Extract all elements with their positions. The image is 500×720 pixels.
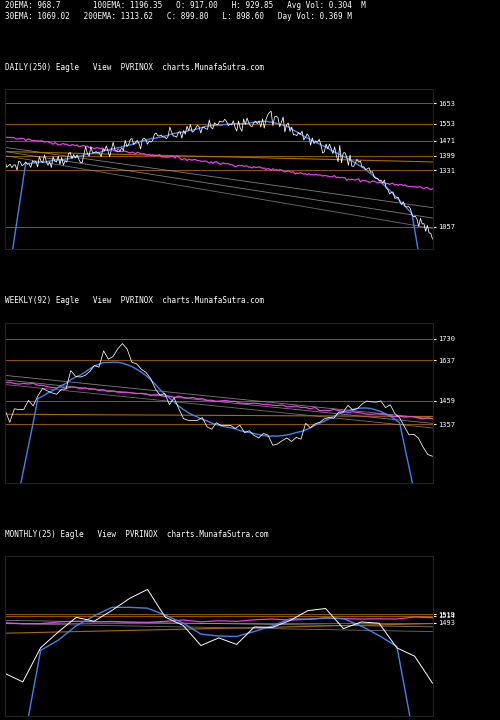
- Text: DAILY(250) Eagle   View  PVRINOX  charts.MunafaSutra.com: DAILY(250) Eagle View PVRINOX charts.Mun…: [5, 63, 264, 72]
- Text: WEEKLY(92) Eagle   View  PVRINOX  charts.MunafaSutra.com: WEEKLY(92) Eagle View PVRINOX charts.Mun…: [5, 297, 264, 305]
- Text: MONTHLY(25) Eagle   View  PVRINOX  charts.MunafaSutra.com: MONTHLY(25) Eagle View PVRINOX charts.Mu…: [5, 530, 268, 539]
- Text: 20EMA: 968.7       100EMA: 1196.35   O: 917.00   H: 929.85   Avg Vol: 0.304  M: 20EMA: 968.7 100EMA: 1196.35 O: 917.00 H…: [5, 1, 366, 11]
- Text: 30EMA: 1069.02   200EMA: 1313.62   C: 899.80   L: 898.60   Day Vol: 0.369 M: 30EMA: 1069.02 200EMA: 1313.62 C: 899.80…: [5, 12, 352, 21]
